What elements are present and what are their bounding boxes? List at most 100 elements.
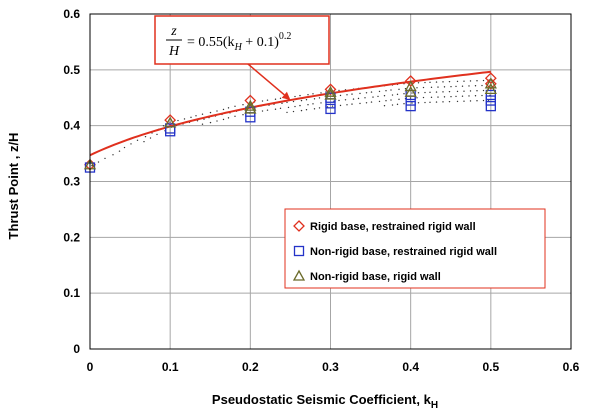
band-dot bbox=[424, 101, 426, 104]
band-dot bbox=[149, 137, 152, 139]
x-tick-label: 0.4 bbox=[402, 360, 419, 374]
band-dot bbox=[456, 90, 459, 93]
band-dot bbox=[227, 107, 230, 109]
band-dot bbox=[430, 86, 433, 89]
band-dot bbox=[299, 94, 301, 97]
band-dot bbox=[318, 107, 321, 109]
equation-annotation: z H = 0.55(kH + 0.1)0.2 bbox=[154, 15, 330, 65]
square-marker bbox=[485, 89, 496, 101]
band-dot bbox=[468, 85, 470, 87]
y-tick-label: 0.5 bbox=[63, 63, 80, 77]
band-dot bbox=[411, 92, 413, 94]
x-tick-label: 0.3 bbox=[322, 360, 339, 374]
band-dot bbox=[398, 88, 400, 91]
band-dot bbox=[417, 102, 420, 104]
legend-square-marker bbox=[293, 245, 305, 257]
band-dot bbox=[442, 101, 444, 103]
equation-rhs: = 0.55(kH + 0.1)0.2 bbox=[187, 31, 291, 53]
band-dot bbox=[385, 90, 387, 92]
x-axis-title-main: Pseudostatic Seismic Coefficient, k bbox=[212, 392, 432, 407]
band-dot bbox=[437, 96, 439, 98]
band-dot bbox=[338, 99, 340, 102]
band-dot bbox=[482, 99, 485, 102]
band-dot bbox=[97, 161, 100, 163]
band-dot bbox=[209, 121, 212, 124]
equation-arrowhead bbox=[281, 91, 291, 100]
band-dot bbox=[442, 91, 444, 93]
band-dot bbox=[424, 91, 426, 94]
band-dot bbox=[312, 93, 314, 95]
band-dot bbox=[359, 92, 361, 95]
band-dot bbox=[333, 100, 335, 102]
y-tick-label: 0.3 bbox=[63, 175, 80, 189]
band-dot bbox=[455, 95, 457, 98]
band-dot bbox=[305, 99, 308, 101]
band-dot bbox=[422, 86, 425, 89]
band-dot bbox=[372, 96, 374, 98]
band-dot bbox=[390, 99, 392, 101]
band-dot bbox=[279, 107, 282, 110]
band-dot bbox=[261, 110, 264, 112]
band-dot bbox=[234, 115, 236, 117]
band-dot bbox=[450, 85, 452, 88]
band-dot bbox=[201, 123, 204, 125]
data-markers bbox=[83, 72, 497, 173]
band-dot bbox=[294, 105, 296, 108]
band-dot bbox=[130, 143, 132, 145]
band-dot bbox=[325, 91, 327, 93]
band-dot bbox=[469, 100, 472, 102]
triangle-marker bbox=[244, 99, 257, 111]
band-dot bbox=[299, 104, 301, 107]
band-dot bbox=[312, 103, 314, 105]
band-dot bbox=[365, 102, 368, 104]
band-dot bbox=[448, 100, 451, 103]
band-dot bbox=[292, 100, 295, 103]
band-dot bbox=[266, 109, 269, 111]
band-dot bbox=[136, 139, 139, 141]
band-dot bbox=[476, 90, 478, 92]
equation-box bbox=[154, 15, 330, 65]
band-dot bbox=[435, 91, 438, 93]
equation-arrow bbox=[247, 63, 285, 96]
band-dot bbox=[222, 108, 225, 111]
band-dot bbox=[429, 81, 431, 84]
triangle-marker bbox=[484, 83, 497, 95]
band-dot bbox=[359, 102, 361, 105]
band-dot bbox=[261, 100, 264, 102]
band-dot bbox=[455, 85, 457, 88]
band-dot bbox=[390, 89, 392, 91]
square-marker bbox=[405, 100, 416, 112]
band-dot bbox=[385, 100, 387, 102]
band-dot bbox=[242, 113, 244, 116]
band-dot bbox=[346, 94, 348, 96]
band-dot bbox=[234, 105, 236, 107]
band-dot bbox=[144, 135, 147, 138]
band-dot bbox=[411, 102, 413, 104]
band-dot bbox=[430, 96, 433, 99]
band-dot bbox=[448, 90, 451, 93]
band-dot bbox=[143, 140, 145, 143]
legend-triangle-marker bbox=[292, 269, 306, 281]
band-dot bbox=[274, 98, 277, 100]
band-dot bbox=[313, 98, 316, 100]
band-dot bbox=[162, 125, 165, 127]
x-tick-label: 0.5 bbox=[482, 360, 499, 374]
band-dot bbox=[450, 95, 452, 98]
band-dot bbox=[370, 91, 373, 93]
legend-label: Non-rigid base, rigid wall bbox=[310, 271, 441, 283]
band-dot bbox=[331, 105, 334, 107]
band-dot bbox=[216, 120, 218, 122]
legend-diamond-marker bbox=[293, 220, 305, 232]
band-dot bbox=[461, 85, 464, 87]
band-dot bbox=[222, 118, 225, 121]
triangle-marker bbox=[244, 102, 257, 114]
band-dot bbox=[292, 110, 295, 113]
legend: Rigid base, restrained rigid wall Non-rig… bbox=[284, 208, 546, 289]
band-dot bbox=[266, 99, 269, 101]
band-dot bbox=[391, 104, 394, 106]
y-tick-label: 0.1 bbox=[63, 286, 80, 300]
band-dot bbox=[463, 90, 465, 92]
band-dot bbox=[287, 106, 290, 109]
band-dot bbox=[305, 109, 308, 111]
